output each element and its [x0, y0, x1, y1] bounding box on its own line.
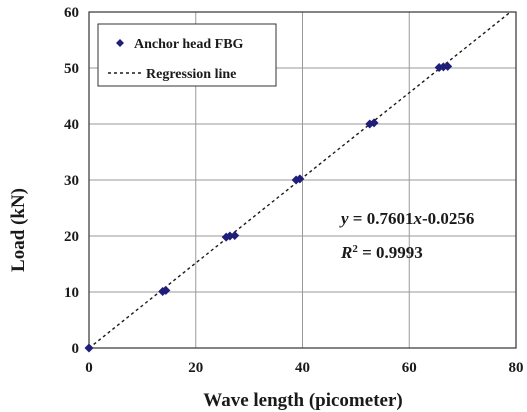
- eq-y-var: y: [339, 209, 349, 228]
- legend: Anchor head FBG Regression line: [97, 23, 277, 87]
- legend-marker-diamond: [116, 39, 124, 47]
- plot-frame: [88, 11, 517, 349]
- data-point: [438, 62, 448, 72]
- r-var: R: [340, 243, 352, 262]
- y-tick-label: 40: [64, 117, 79, 133]
- r-sup: 2: [352, 243, 358, 255]
- x-tick-label: 40: [295, 360, 310, 376]
- y-tick-label: 60: [64, 5, 79, 21]
- r-squared-label: R2 = 0.9993: [340, 243, 423, 262]
- data-point: [369, 118, 379, 128]
- x-axis-ticks: 0 20 40 60 80: [85, 360, 523, 376]
- eq-intercept: -0.0256: [422, 209, 474, 228]
- data-points: [84, 61, 453, 353]
- data-point: [295, 174, 305, 184]
- data-point: [443, 61, 453, 71]
- y-axis-title: Load (kN): [8, 188, 29, 272]
- legend-label-series: Anchor head FBG: [134, 37, 244, 52]
- x-tick-label: 0: [85, 360, 93, 376]
- data-point: [230, 230, 240, 240]
- data-point: [84, 343, 94, 353]
- y-tick-label: 50: [64, 61, 79, 77]
- regression-equation: y = 0.7601x-0.0256: [339, 209, 474, 228]
- y-tick-label: 20: [64, 229, 79, 245]
- legend-label-regression: Regression line: [146, 67, 236, 82]
- eq-x-var: x: [412, 209, 422, 228]
- y-axis-ticks: 0 10 20 30 40 50 60: [64, 5, 79, 357]
- y-tick-label: 0: [72, 341, 80, 357]
- r-value: = 0.9993: [358, 243, 423, 262]
- y-tick-label: 30: [64, 173, 79, 189]
- legend-box: [97, 23, 277, 87]
- x-tick-label: 20: [188, 360, 203, 376]
- x-axis-title: Wave length (picometer): [203, 390, 402, 411]
- x-tick-label: 60: [402, 360, 417, 376]
- eq-slope: = 0.7601: [349, 209, 414, 228]
- x-tick-label: 80: [509, 360, 524, 376]
- data-point: [161, 285, 171, 295]
- y-tick-label: 10: [64, 285, 79, 301]
